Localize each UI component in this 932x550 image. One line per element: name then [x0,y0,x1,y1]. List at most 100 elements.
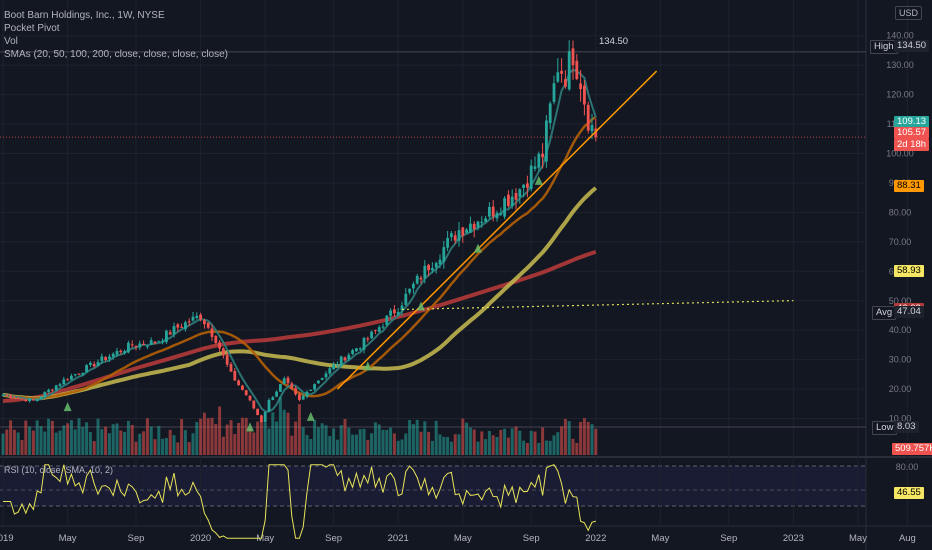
volume-bar [225,424,229,455]
candle-body [5,395,9,397]
candle-body [400,305,404,311]
volume-bar [92,441,96,455]
volume-bar [115,423,119,455]
volume-bar [142,431,146,455]
candle-body [153,341,157,344]
volume-bar [297,404,301,455]
time-tick-label: 2020 [190,533,211,544]
volume-bar [252,432,256,455]
candle-body [275,391,278,397]
volume-bar [210,417,214,455]
candle-body [545,120,548,162]
volume-bar [487,430,491,455]
volume-bar [362,428,366,455]
volume-tag: 509.757K [892,443,932,455]
candle-body [507,194,510,206]
volume-bar [582,418,586,455]
price-tick-label: 100.00 [886,149,914,159]
volume-bar [480,431,484,455]
avg-tag-value: 47.04 [894,306,924,318]
volume-bar [442,436,446,455]
volume-bar [28,426,32,455]
volume-bar [5,429,9,455]
pocket-pivot-marker [363,361,372,371]
candle-body [465,229,468,233]
volume-bar [354,434,358,455]
sma50-line [2,115,597,400]
volume-bar [594,428,598,455]
volume-bar [237,422,241,455]
volume-bar [43,431,47,455]
candle-body [343,357,347,361]
volume-bar [263,422,267,455]
candle-body [472,223,476,230]
volume-bar [100,429,104,455]
candle-body [366,338,370,340]
volume-bar [233,434,237,455]
volume-bar [126,420,130,455]
volume-bar [320,423,324,455]
volume-bar [157,426,161,455]
volume-bar [529,430,533,455]
volume-bar [180,419,184,455]
candle-body [324,373,328,378]
volume-bar [16,432,20,455]
candle-body [328,368,332,374]
candle-body [89,362,92,366]
candle-body [301,395,305,400]
candle-body [434,262,438,268]
candle-body [347,354,351,360]
candle-body [358,348,362,350]
rsi-tick-label: 80.00 [896,462,919,472]
candle-body [115,350,119,355]
volume-bar [351,434,355,455]
countdown-tag: 2d 18h [894,139,930,151]
volume-bar [522,440,526,455]
volume-bar [415,419,419,455]
candle-body [461,227,465,236]
volume-bar [453,434,457,455]
time-tick-label: Sep [523,533,540,544]
volume-bar [50,420,54,455]
volume-bar [370,433,374,455]
volume-bar [130,424,134,455]
volume-bar [221,436,225,455]
volume-bar [419,431,423,455]
volume-bar [66,423,70,455]
candle-body [571,48,575,66]
volume-bar [563,418,567,455]
candle-body [294,388,297,395]
candle-body [309,389,313,391]
candle-body [92,363,96,367]
volume-bar [411,424,415,455]
volume-bar [259,420,263,455]
currency-badge[interactable]: USD [894,6,922,20]
volume-bar [301,427,305,455]
volume-bar [575,442,579,455]
volume-bar [404,433,408,455]
volume-bar [518,430,522,455]
candle-body [351,350,354,355]
volume-bar [39,426,43,455]
volume-bar [476,441,480,455]
volume-bar [199,418,203,455]
chart-legend: Boot Barn Holdings, Inc., 1W, NYSE Pocke… [4,9,228,61]
volume-bar [88,431,92,455]
volume-bar [183,430,187,455]
volume-bar [366,439,370,455]
time-tick-label: 2023 [783,533,804,544]
volume-bar [552,435,556,455]
candle-body [252,400,256,409]
candle-body [134,346,138,348]
candle-body [526,183,529,188]
candle-body [146,345,149,347]
volume-bar [168,429,172,455]
candle-body [271,397,275,400]
sma50-tag: 58.93 [894,265,924,277]
volume-bar [499,429,503,455]
candle-body [556,72,560,82]
candle-body [317,380,320,384]
avg-tag-label: Avg [872,306,897,320]
price-tag-a: 109.13 [894,116,930,128]
